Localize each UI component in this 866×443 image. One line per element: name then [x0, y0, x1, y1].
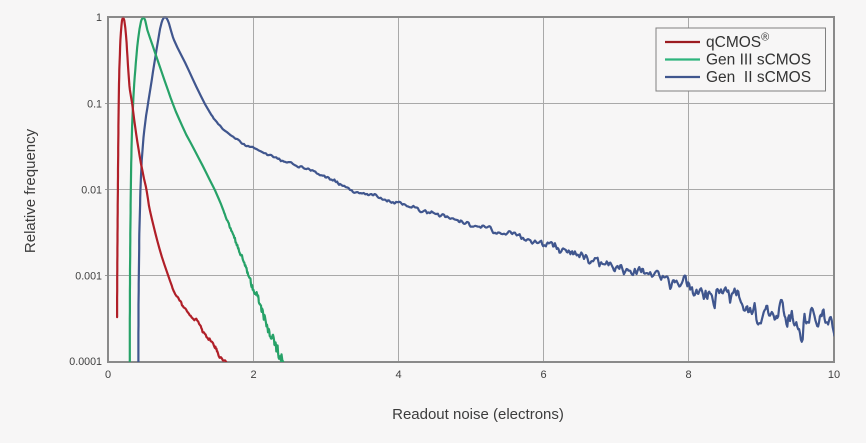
svg-text:10: 10	[828, 369, 840, 381]
svg-text:6: 6	[540, 369, 546, 381]
svg-text:0.0001: 0.0001	[69, 356, 102, 368]
svg-text:0: 0	[105, 369, 111, 381]
svg-text:0.1: 0.1	[87, 99, 102, 111]
svg-text:Readout noise (electrons): Readout noise (electrons)	[392, 406, 564, 423]
svg-text:0.001: 0.001	[75, 271, 102, 283]
svg-text:Gen II sCMOS: Gen II sCMOS	[706, 69, 811, 86]
svg-text:8: 8	[685, 369, 691, 381]
svg-text:Gen III sCMOS: Gen III sCMOS	[706, 52, 811, 69]
svg-text:2: 2	[250, 369, 256, 381]
svg-text:qCMOS®: qCMOS®	[706, 32, 769, 52]
svg-text:Relative frequency: Relative frequency	[22, 128, 39, 253]
svg-text:1: 1	[96, 12, 102, 24]
svg-text:0.01: 0.01	[81, 185, 102, 197]
svg-text:4: 4	[395, 369, 401, 381]
